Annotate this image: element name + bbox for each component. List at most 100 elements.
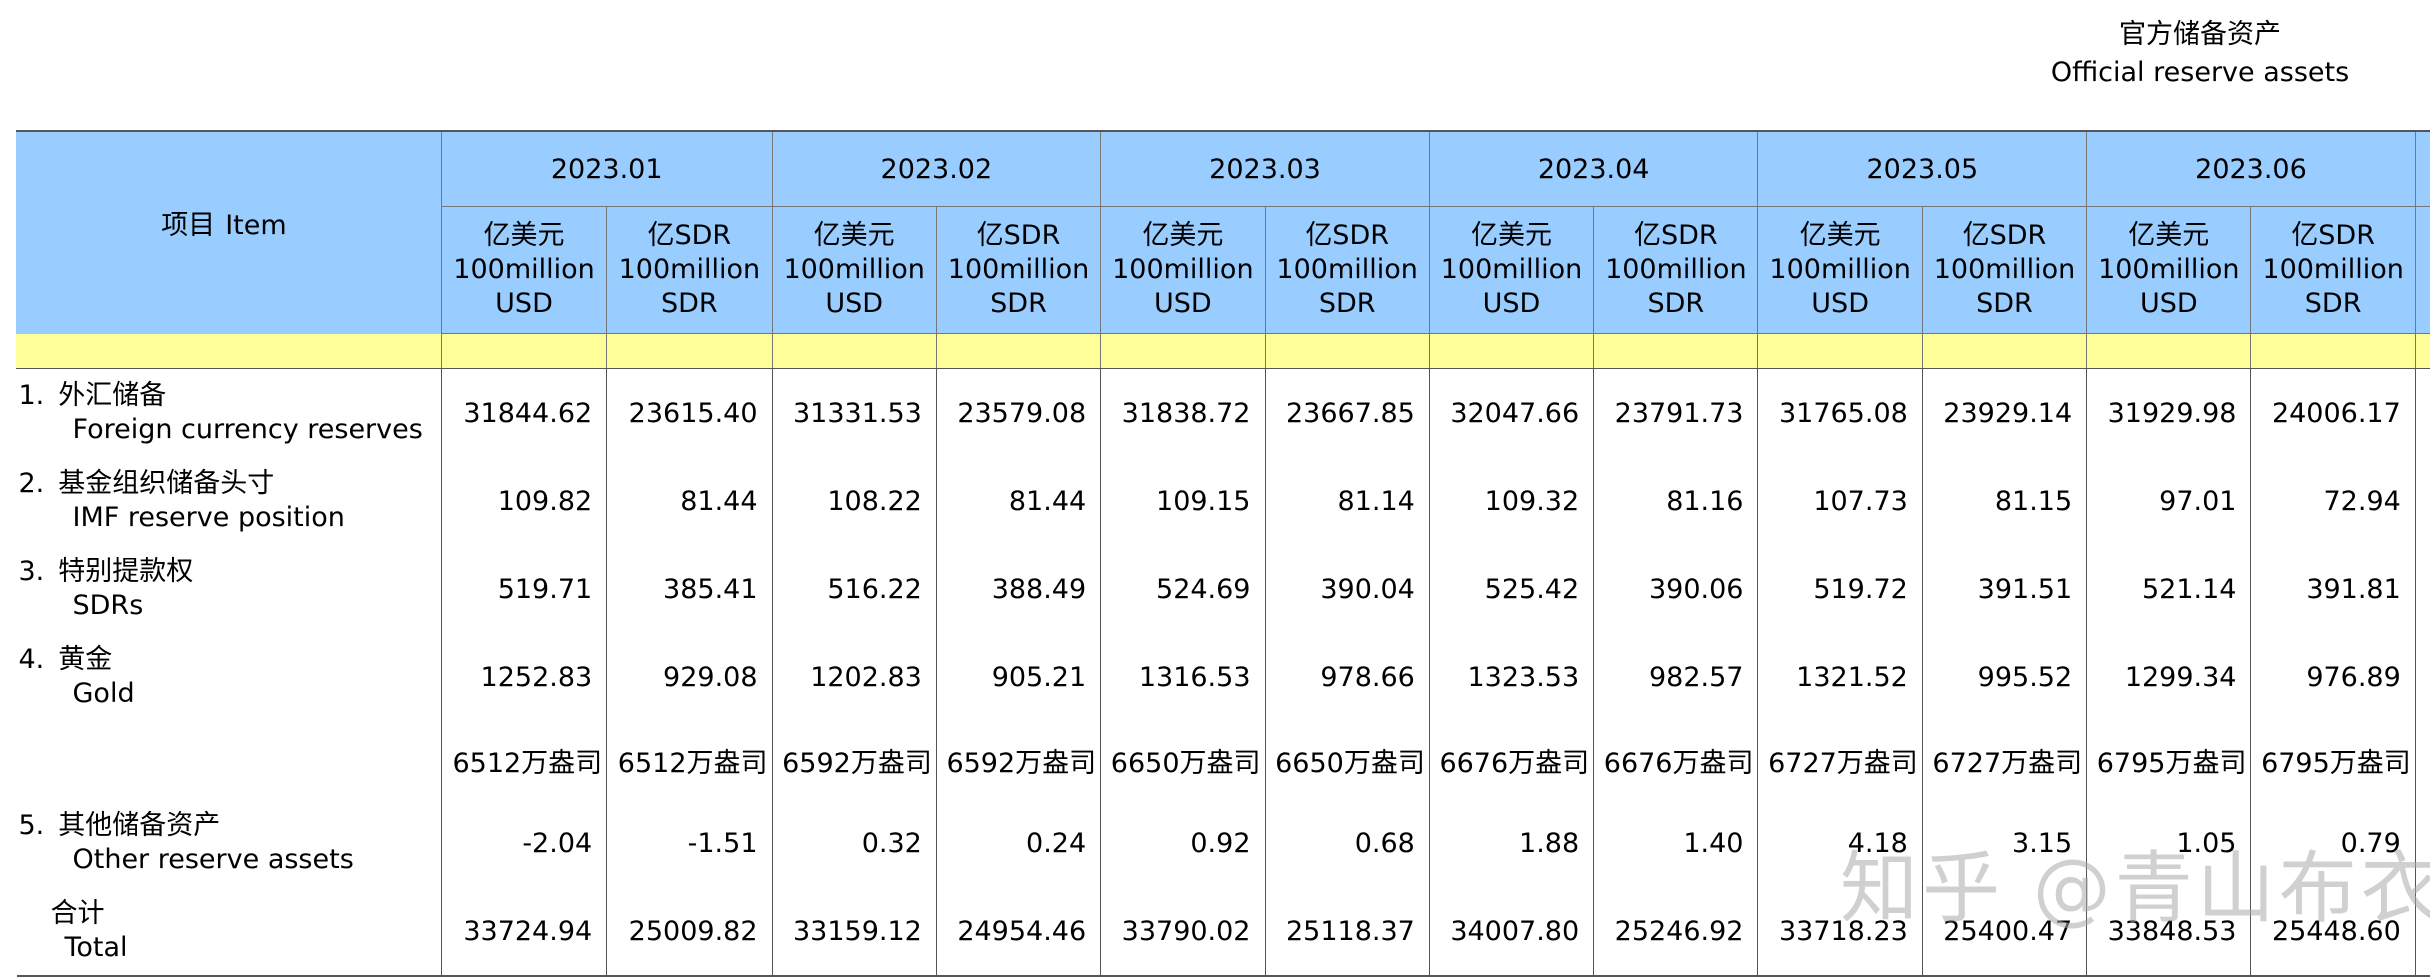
value-cell: 905.21 <box>936 633 1100 721</box>
row-label-zh-text: 黄金 <box>58 644 112 675</box>
value-cell: 976.89 <box>2251 633 2415 721</box>
month-header: 2023.03 <box>1101 131 1430 207</box>
value-cell: 23615.40 <box>607 369 772 458</box>
row-number: 2. <box>19 468 45 499</box>
value-cell: 31929.98 <box>2087 369 2251 458</box>
value-cell: 24006.17 <box>2251 369 2415 458</box>
unit-label-line: 100million <box>1758 253 1921 287</box>
value-cell: 982.57 <box>1594 633 1758 721</box>
value-cell: 109.82 <box>441 457 606 545</box>
unit-label-line: USD <box>442 287 606 321</box>
separator-cell <box>1758 334 1922 369</box>
separator-row <box>17 334 2430 369</box>
unit-label-line: 亿美元 <box>773 219 936 253</box>
value-cell: 978.66 <box>1265 633 1429 721</box>
month-header: 2023.01 <box>441 131 772 207</box>
value-cell: 23667.85 <box>1265 369 1429 458</box>
value-cell: 23929.14 <box>1922 369 2086 458</box>
value-cell: 72.94 <box>2251 457 2415 545</box>
value-cell: 107.73 <box>1758 457 1922 545</box>
value-cell: 391.51 <box>1922 545 2086 633</box>
value-cell: 521.14 <box>2087 545 2251 633</box>
value-cell: 6676万盎司 <box>1429 721 1593 799</box>
unit-label-line: SDR <box>607 287 771 321</box>
unit-label-line: 亿美元 <box>1430 219 1593 253</box>
title-zh: 官方储备资产 <box>2000 16 2400 54</box>
overflow-cell <box>2415 633 2430 721</box>
value-cell: 525.42 <box>1429 545 1593 633</box>
separator-cell <box>1594 334 1758 369</box>
value-cell: 1316.53 <box>1101 633 1265 721</box>
row-label-en: Total <box>19 931 441 965</box>
value-cell: 1323.53 <box>1429 633 1593 721</box>
row-number: 1. <box>19 380 45 411</box>
value-cell: 34007.80 <box>1429 887 1593 976</box>
value-cell: 6650万盎司 <box>1101 721 1265 799</box>
separator-cell <box>441 334 606 369</box>
row-label-en: Gold <box>19 677 441 711</box>
overflow-cell <box>2415 457 2430 545</box>
unit-header-overflow <box>2415 207 2430 334</box>
unit-label-line: 100million <box>1266 253 1429 287</box>
unit-label-line: USD <box>773 287 936 321</box>
overflow-cell <box>2415 369 2430 458</box>
value-cell: 81.16 <box>1594 457 1758 545</box>
item-header-en: Item <box>225 210 286 241</box>
unit-label-line: 100million <box>2251 253 2414 287</box>
unit-label-line: SDR <box>937 287 1100 321</box>
unit-label-line: SDR <box>1594 287 1757 321</box>
unit-label-line: USD <box>2087 287 2250 321</box>
row-label-en: SDRs <box>19 589 441 623</box>
row-label-zh: 5.其他储备资产 <box>19 809 441 843</box>
value-cell: 6650万盎司 <box>1265 721 1429 799</box>
value-cell: 1252.83 <box>441 633 606 721</box>
unit-label-line: USD <box>1758 287 1921 321</box>
value-cell: 1202.83 <box>772 633 936 721</box>
value-cell: 995.52 <box>1922 633 2086 721</box>
unit-label-line: SDR <box>1266 287 1429 321</box>
value-cell: 32047.66 <box>1429 369 1593 458</box>
value-cell: 25246.92 <box>1594 887 1758 976</box>
value-cell: 6676万盎司 <box>1594 721 1758 799</box>
value-cell: 24954.46 <box>936 887 1100 976</box>
value-cell: 97.01 <box>2087 457 2251 545</box>
unit-label-line: 亿SDR <box>1923 219 2086 253</box>
unit-label-line: 100million <box>1594 253 1757 287</box>
unit-label-line: 亿SDR <box>1594 219 1757 253</box>
row-label-en: Foreign currency reserves <box>19 413 441 447</box>
unit-label-line: 100million <box>937 253 1100 287</box>
month-header: 2023.04 <box>1429 131 1758 207</box>
table-title: 官方储备资产 Official reserve assets <box>2000 16 2400 92</box>
value-cell: 25118.37 <box>1265 887 1429 976</box>
value-cell: 33159.12 <box>772 887 936 976</box>
month-header-overflow <box>2415 131 2430 207</box>
separator-cell <box>2251 334 2415 369</box>
row-label-en: Other reserve assets <box>19 843 441 877</box>
value-cell: 0.32 <box>772 799 936 887</box>
value-cell: 25009.82 <box>607 887 772 976</box>
value-cell: 81.15 <box>1922 457 2086 545</box>
value-cell: 31765.08 <box>1758 369 1922 458</box>
unit-label-line: 100million <box>1101 253 1264 287</box>
value-cell: 0.92 <box>1101 799 1265 887</box>
unit-label-line: 100million <box>773 253 936 287</box>
row-label-zh: 合计 <box>19 897 441 931</box>
month-header: 2023.06 <box>2087 131 2416 207</box>
value-cell: 6795万盎司 <box>2087 721 2251 799</box>
value-cell: 81.14 <box>1265 457 1429 545</box>
